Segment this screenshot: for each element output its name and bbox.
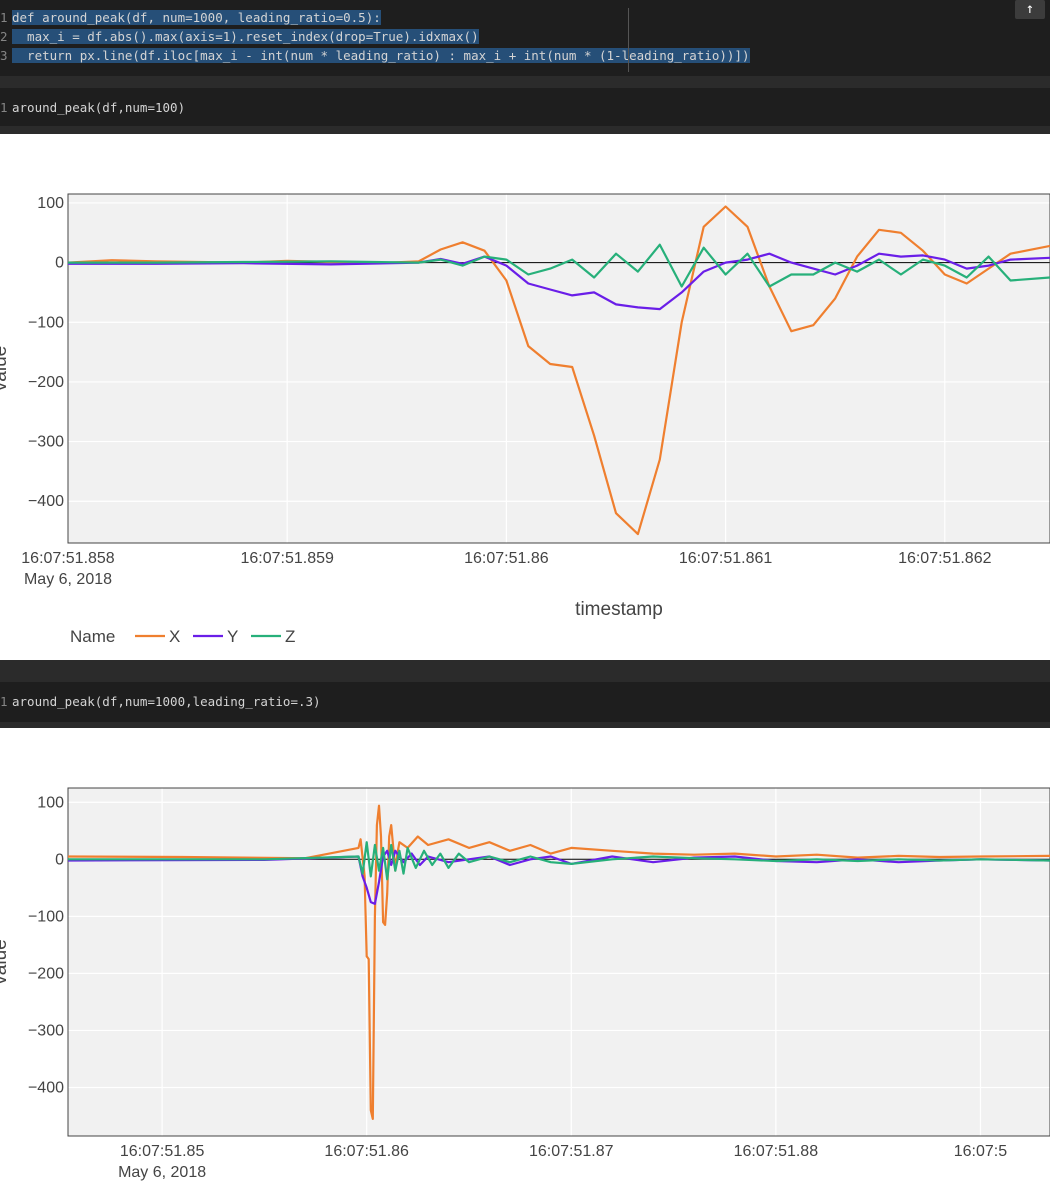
x-tick-label: 16:07:51.862 bbox=[898, 550, 992, 567]
x-tick-date: May 6, 2018 bbox=[118, 1164, 206, 1181]
series-line-z bbox=[68, 841, 1050, 881]
series-line-z bbox=[68, 243, 1050, 288]
y-tick-label: 100 bbox=[37, 794, 64, 811]
code-text: around_peak(df,num=100) bbox=[12, 100, 186, 115]
y-axis-title: value bbox=[0, 346, 11, 391]
line-chart-2[interactable]: 100 0 −100 −200 −300 −400 16:07:51.85 16:07:51.… bbox=[0, 728, 1050, 1190]
x-tick-label: 16:07:51.858 bbox=[21, 550, 115, 567]
code-text: around_peak(df,num=1000,leading_ratio=.3… bbox=[12, 694, 321, 709]
series-line-y bbox=[67, 849, 1050, 905]
x-axis-title: timestamp bbox=[575, 599, 663, 620]
legend-title: Name bbox=[70, 627, 115, 646]
cell-separator bbox=[0, 126, 1050, 134]
x-tick-label: 16:07:51.86 bbox=[324, 1143, 409, 1160]
code-text: return px.line(df.iloc[max_i - int(num *… bbox=[12, 48, 750, 63]
y-tick-label: −100 bbox=[28, 908, 64, 925]
code-line: 1 around_peak(df,num=100) bbox=[0, 98, 185, 117]
ruler-line bbox=[628, 8, 629, 72]
line-number: 2 bbox=[0, 29, 8, 44]
x-tick-label: 16:07:5 bbox=[954, 1143, 1007, 1160]
code-text: max_i = df.abs().max(axis=1).reset_index… bbox=[12, 29, 479, 44]
y-tick-label: −200 bbox=[28, 965, 64, 982]
plot-border bbox=[67, 193, 1050, 544]
code-line: 3 return px.line(df.iloc[max_i - int(num… bbox=[0, 46, 750, 65]
legend-item-y: Y bbox=[227, 627, 238, 646]
line-number: 3 bbox=[0, 48, 8, 63]
cell-separator bbox=[0, 722, 1050, 728]
cell-separator bbox=[0, 76, 1050, 88]
series-line-x bbox=[67, 804, 1050, 1120]
code-line: 1 def around_peak(df, num=1000, leading_r… bbox=[0, 8, 381, 27]
code-cell-definition[interactable]: 1 def around_peak(df, num=1000, leading_r… bbox=[0, 0, 1050, 76]
code-line: 2 max_i = df.abs().max(axis=1).reset_ind… bbox=[0, 27, 479, 46]
line-number: 1 bbox=[0, 694, 8, 709]
y-tick-label: −300 bbox=[28, 434, 64, 451]
y-tick-label: −300 bbox=[28, 1022, 64, 1039]
y-tick-label: 0 bbox=[55, 851, 64, 868]
y-axis-title: value bbox=[0, 939, 11, 984]
y-tick-label: 100 bbox=[37, 195, 64, 212]
line-number: 1 bbox=[0, 10, 8, 25]
legend-item-x: X bbox=[169, 627, 180, 646]
x-tick-date: May 6, 2018 bbox=[24, 571, 112, 588]
x-tick-label: 16:07:51.88 bbox=[734, 1143, 819, 1160]
code-text: def around_peak(df, num=1000, leading_ra… bbox=[12, 10, 381, 25]
code-line: 1 around_peak(df,num=1000,leading_ratio=.… bbox=[0, 692, 321, 711]
y-tick-label: 0 bbox=[55, 255, 64, 272]
x-tick-label: 16:07:51.87 bbox=[529, 1143, 614, 1160]
plot-area bbox=[68, 788, 1050, 1136]
y-tick-label: −100 bbox=[28, 314, 64, 331]
line-number: 1 bbox=[0, 100, 8, 115]
plot-border bbox=[67, 787, 1050, 1137]
x-tick-label: 16:07:51.861 bbox=[679, 550, 773, 567]
scroll-up-button[interactable]: ↑ bbox=[1015, 0, 1045, 19]
arrow-up-icon: ↑ bbox=[1025, 1, 1035, 17]
legend-item-z: Z bbox=[285, 627, 295, 646]
cell-separator bbox=[0, 660, 1050, 682]
y-tick-label: −200 bbox=[28, 374, 64, 391]
x-tick-label: 16:07:51.85 bbox=[120, 1143, 205, 1160]
y-tick-label: −400 bbox=[28, 493, 64, 510]
y-tick-label: −400 bbox=[28, 1080, 64, 1097]
plot-area bbox=[68, 194, 1050, 543]
code-cell-num-1000[interactable]: 1 around_peak(df,num=1000,leading_ratio=.… bbox=[0, 682, 1050, 722]
line-chart-1[interactable]: 100 0 −100 −200 −300 −400 16:07:51.858 16:07:51… bbox=[0, 134, 1050, 654]
x-tick-label: 16:07:51.859 bbox=[240, 550, 334, 567]
code-cell-num-100[interactable]: 1 around_peak(df,num=100) bbox=[0, 88, 1050, 126]
x-tick-label: 16:07:51.86 bbox=[464, 550, 549, 567]
